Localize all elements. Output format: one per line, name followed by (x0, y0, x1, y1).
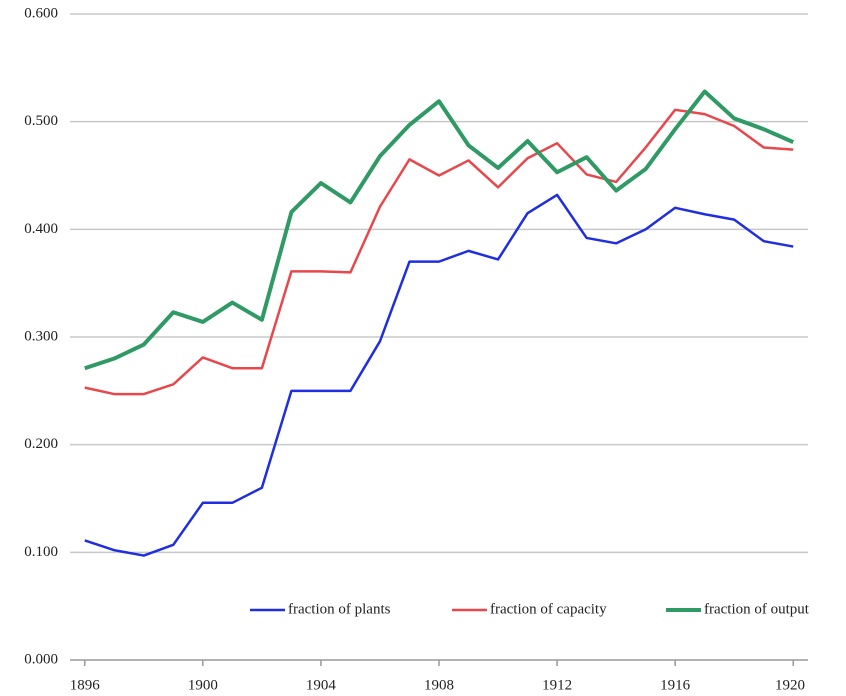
y-tick-label: 0.300 (24, 328, 58, 344)
legend-label: fraction of output (704, 601, 810, 617)
x-tick-label: 1896 (70, 677, 101, 693)
x-tick-label: 1900 (188, 677, 218, 693)
y-tick-label: 0.200 (24, 436, 58, 452)
y-tick-label: 0.500 (24, 113, 58, 129)
x-tick-label: 1920 (775, 677, 805, 693)
series-line (84, 89, 795, 371)
legend-label: fraction of plants (288, 601, 391, 617)
series-line (84, 193, 794, 557)
series-line (84, 108, 794, 396)
y-tick-label: 0.100 (24, 544, 58, 560)
y-tick-label: 0.600 (24, 5, 58, 21)
x-tick-label: 1916 (660, 677, 691, 693)
y-tick-label: 0.400 (24, 221, 58, 237)
x-tick-label: 1908 (424, 677, 454, 693)
x-tick-label: 1912 (542, 677, 572, 693)
legend-label: fraction of capacity (490, 601, 607, 617)
y-tick-label: 0.000 (24, 651, 58, 667)
x-tick-label: 1904 (306, 677, 337, 693)
